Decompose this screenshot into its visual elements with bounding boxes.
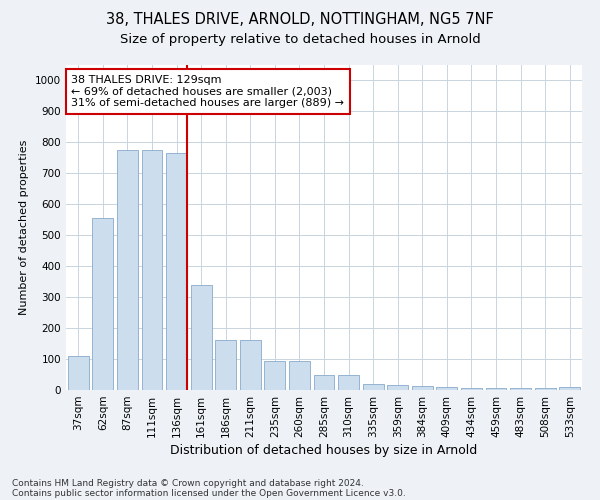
Bar [215, 340, 236, 390]
Bar [314, 374, 334, 390]
Y-axis label: Number of detached properties: Number of detached properties [19, 140, 29, 315]
Text: 38 THALES DRIVE: 129sqm
← 69% of detached houses are smaller (2,003)
31% of semi: 38 THALES DRIVE: 129sqm ← 69% of detache… [71, 74, 344, 108]
Bar [387, 386, 408, 390]
Bar [510, 388, 531, 390]
Bar [338, 374, 359, 390]
Text: Contains public sector information licensed under the Open Government Licence v3: Contains public sector information licen… [12, 488, 406, 498]
Bar [265, 360, 286, 390]
Bar [485, 388, 506, 390]
Bar [68, 356, 89, 390]
Bar [92, 218, 113, 390]
Bar [166, 153, 187, 390]
Bar [412, 386, 433, 390]
Bar [191, 285, 212, 390]
Text: 38, THALES DRIVE, ARNOLD, NOTTINGHAM, NG5 7NF: 38, THALES DRIVE, ARNOLD, NOTTINGHAM, NG… [106, 12, 494, 28]
Bar [461, 388, 482, 390]
Text: Size of property relative to detached houses in Arnold: Size of property relative to detached ho… [119, 32, 481, 46]
Bar [240, 340, 261, 390]
X-axis label: Distribution of detached houses by size in Arnold: Distribution of detached houses by size … [170, 444, 478, 457]
Bar [142, 150, 163, 390]
Bar [362, 384, 383, 390]
Bar [436, 387, 457, 390]
Bar [289, 360, 310, 390]
Bar [535, 388, 556, 390]
Text: Contains HM Land Registry data © Crown copyright and database right 2024.: Contains HM Land Registry data © Crown c… [12, 478, 364, 488]
Bar [117, 150, 138, 390]
Bar [559, 387, 580, 390]
